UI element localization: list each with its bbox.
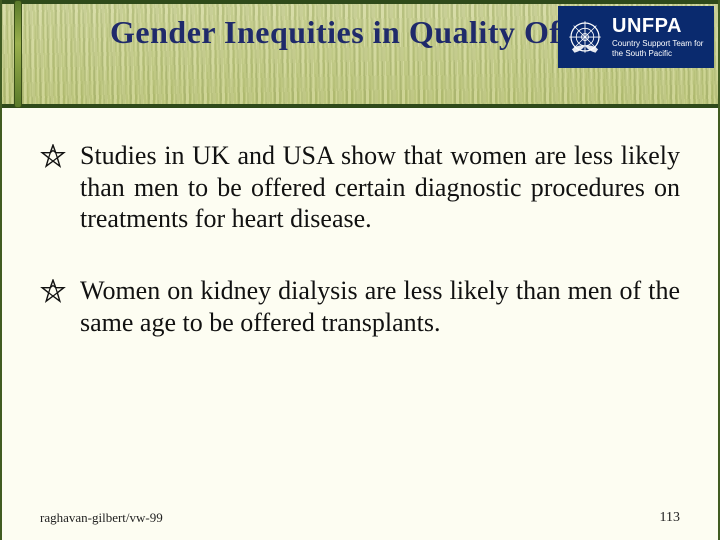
slide-number: 113 (660, 510, 680, 526)
star-bullet-icon (40, 144, 66, 170)
logo-org-name: UNFPA (612, 16, 703, 36)
bullet-text: Women on kidney dialysis are less likely… (80, 275, 680, 338)
slide-border-left (0, 0, 2, 540)
org-logo: UNFPA Country Support Team for the South… (558, 6, 714, 68)
list-item: Studies in UK and USA show that women ar… (40, 140, 680, 235)
header-accent-bar (14, 0, 22, 108)
footer-credit: raghavan-gilbert/vw-99 (40, 510, 163, 526)
logo-subline-2: the South Pacific (612, 49, 672, 58)
list-item: Women on kidney dialysis are less likely… (40, 275, 680, 338)
un-emblem-icon (564, 16, 606, 58)
star-bullet-icon (40, 279, 66, 305)
bullet-text: Studies in UK and USA show that women ar… (80, 140, 680, 235)
content-area: Studies in UK and USA show that women ar… (40, 140, 680, 379)
logo-subline-1: Country Support Team for (612, 39, 703, 48)
